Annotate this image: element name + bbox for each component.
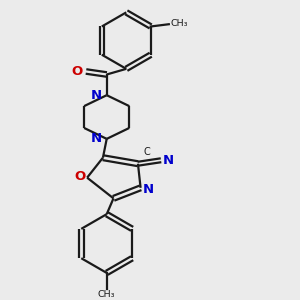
- Text: N: N: [91, 132, 102, 146]
- Text: C: C: [144, 148, 151, 158]
- Text: CH₃: CH₃: [170, 19, 188, 28]
- Text: N: N: [91, 89, 102, 102]
- Text: O: O: [74, 170, 85, 183]
- Text: N: N: [142, 183, 154, 196]
- Text: O: O: [72, 65, 83, 78]
- Text: CH₃: CH₃: [98, 290, 116, 299]
- Text: N: N: [163, 154, 174, 167]
